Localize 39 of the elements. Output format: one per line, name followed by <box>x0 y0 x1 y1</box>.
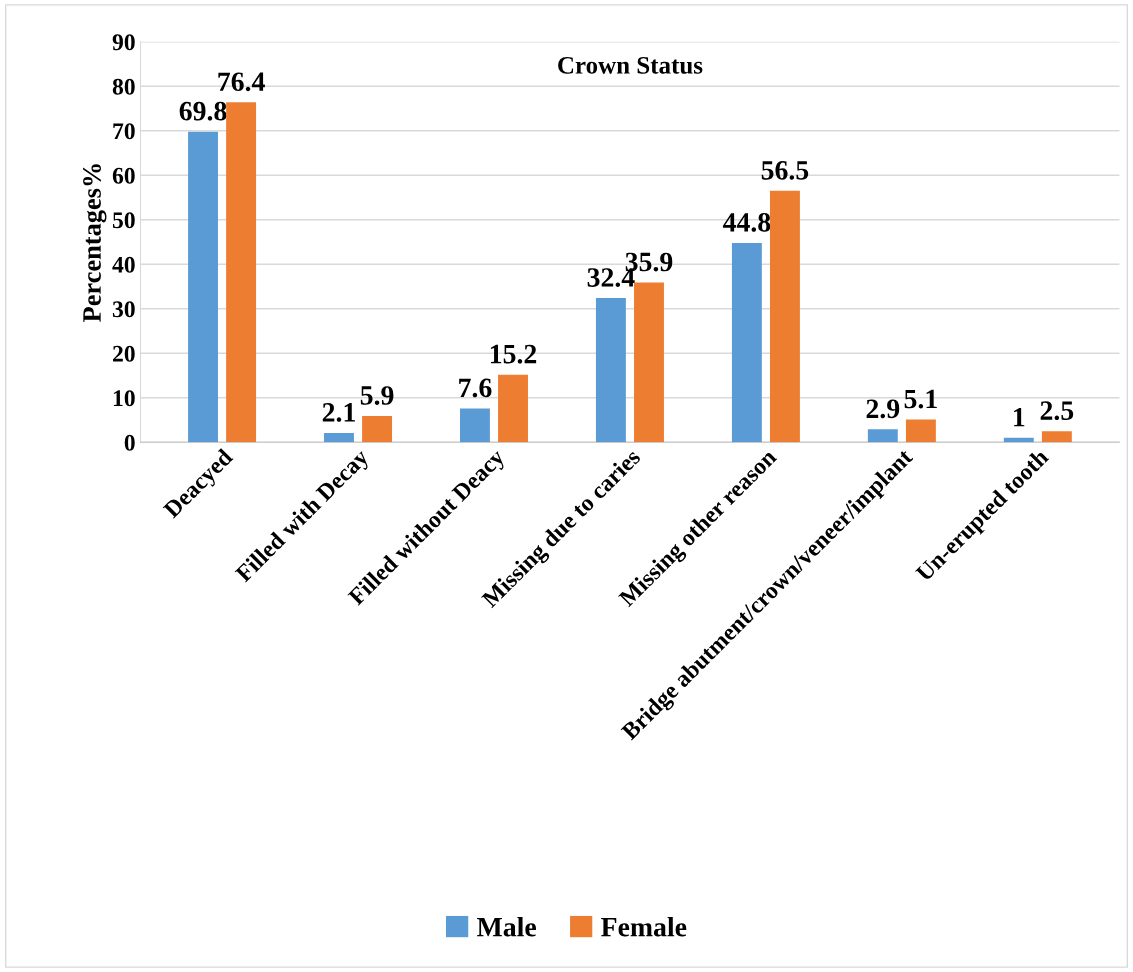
bar <box>324 432 354 443</box>
bar <box>905 419 936 443</box>
y-tick-label: 10 <box>113 390 135 407</box>
bar <box>769 190 800 443</box>
y-tick-label: 20 <box>113 345 135 362</box>
data-label: 44.8 <box>722 212 771 232</box>
y-tick-label: 30 <box>112 301 135 318</box>
bar <box>731 242 762 443</box>
data-label: 2.5 <box>1040 401 1074 421</box>
y-tick-label: 40 <box>112 256 135 273</box>
bar <box>498 374 528 443</box>
bar <box>634 282 664 443</box>
chart-title: Crown Status <box>558 56 703 74</box>
y-tick-label: 50 <box>112 212 135 229</box>
bar <box>595 298 626 443</box>
legend-label: Female <box>601 916 687 937</box>
bar <box>1003 437 1034 443</box>
data-label: 56.5 <box>761 160 809 180</box>
y-tick-label: 80 <box>112 78 135 95</box>
bar <box>188 131 218 443</box>
data-label: 2.1 <box>322 403 355 422</box>
data-label: 15.2 <box>490 344 537 364</box>
bar <box>1041 431 1072 443</box>
y-tick-label: 70 <box>113 123 135 140</box>
data-label: 76.4 <box>218 72 265 92</box>
y-tick-label: 60 <box>112 167 135 184</box>
y-axis-title: Percentages% <box>83 164 107 322</box>
legend-label: Male <box>477 916 536 937</box>
data-label: 5.9 <box>360 386 394 405</box>
data-label: 5.1 <box>904 389 937 409</box>
data-label: 1 <box>1014 408 1025 427</box>
data-label: 7.6 <box>459 378 492 398</box>
data-label: 2.9 <box>866 399 900 419</box>
y-tick-label: 90 <box>112 34 135 51</box>
y-tick-label: 0 <box>124 434 135 451</box>
bar <box>867 429 898 443</box>
bar <box>460 408 490 443</box>
bar <box>362 416 393 443</box>
bar <box>226 102 257 443</box>
